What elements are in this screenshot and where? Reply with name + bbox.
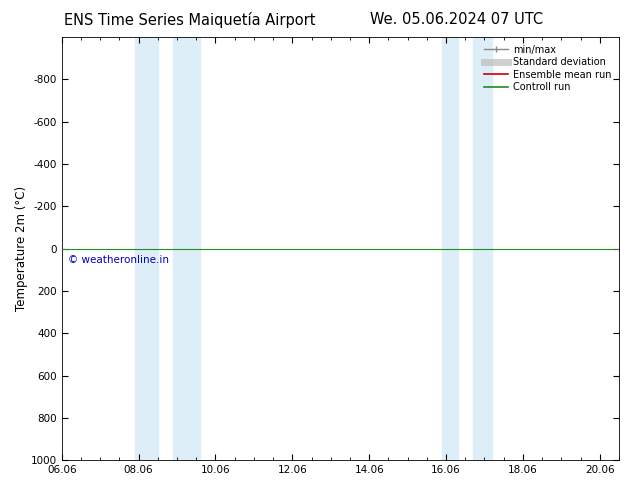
Text: © weatheronline.in: © weatheronline.in bbox=[68, 255, 169, 265]
Text: ENS Time Series Maiquetía Airport: ENS Time Series Maiquetía Airport bbox=[65, 12, 316, 28]
Bar bbox=[135, 37, 158, 460]
Y-axis label: Temperature 2m (°C): Temperature 2m (°C) bbox=[15, 186, 28, 311]
Bar bbox=[443, 37, 458, 460]
Bar bbox=[473, 37, 492, 460]
Bar bbox=[173, 37, 200, 460]
Legend: min/max, Standard deviation, Ensemble mean run, Controll run: min/max, Standard deviation, Ensemble me… bbox=[481, 42, 614, 95]
Text: We. 05.06.2024 07 UTC: We. 05.06.2024 07 UTC bbox=[370, 12, 543, 27]
